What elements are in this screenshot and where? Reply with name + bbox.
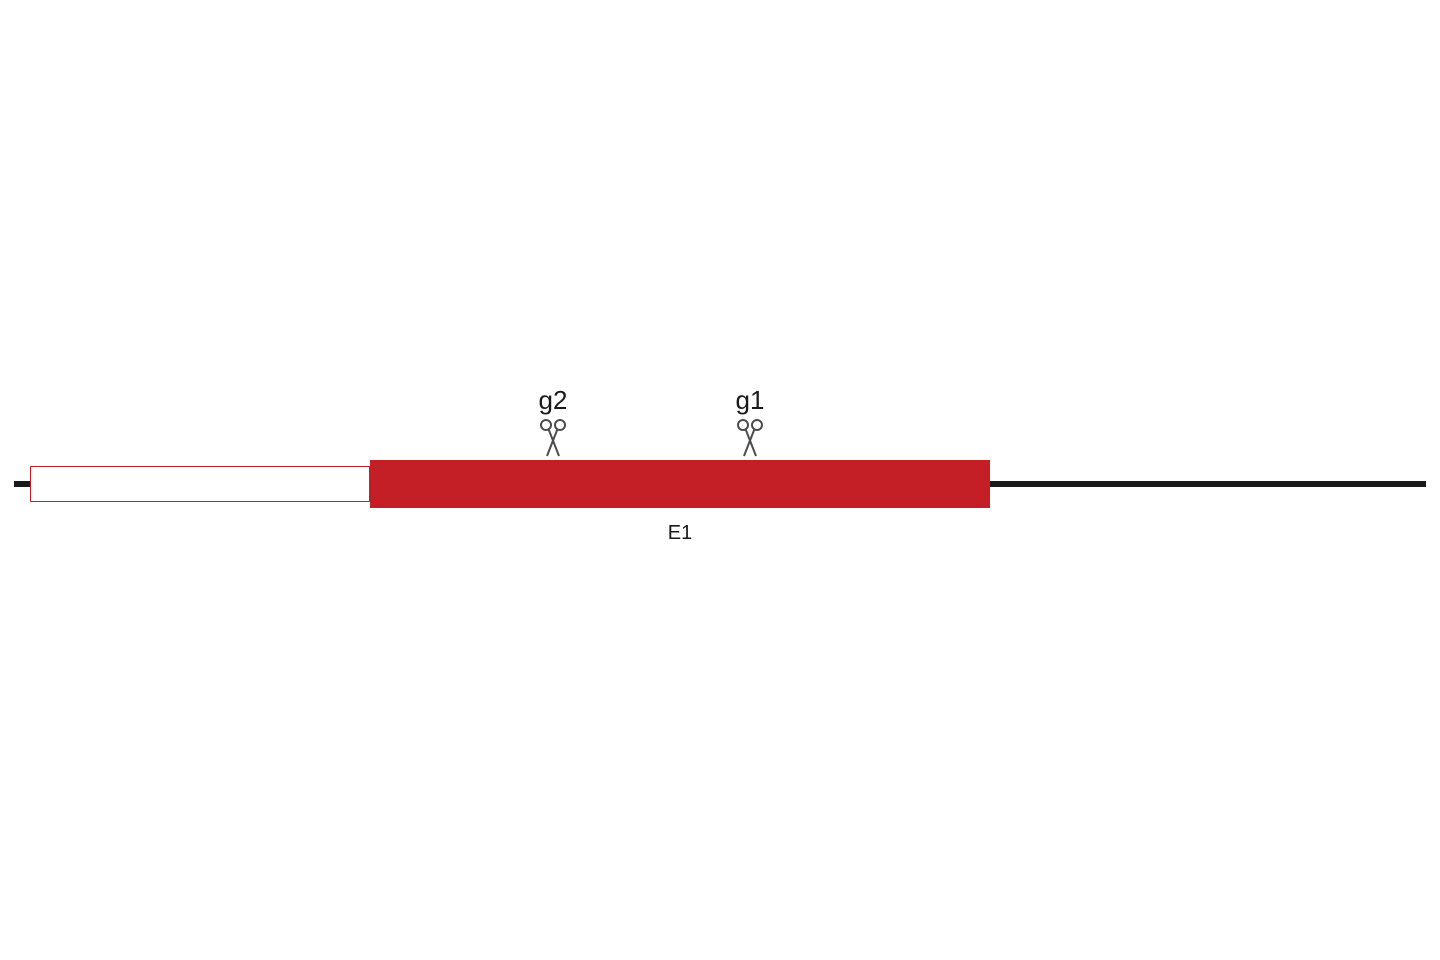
cut-site-g2-label: g2 (537, 385, 569, 416)
cut-site-g1-label: g1 (734, 385, 766, 416)
exon-label: E1 (668, 522, 692, 545)
exon-box (370, 460, 990, 508)
gene-diagram: E1 g2 g1 (0, 0, 1440, 960)
backbone-line-right (990, 481, 1426, 487)
cut-site-g1: g1 (734, 385, 766, 458)
utr-box (30, 466, 370, 502)
scissors-icon (537, 418, 569, 458)
cut-site-g2: g2 (537, 385, 569, 458)
scissors-icon (734, 418, 766, 458)
backbone-line-left (14, 481, 30, 487)
